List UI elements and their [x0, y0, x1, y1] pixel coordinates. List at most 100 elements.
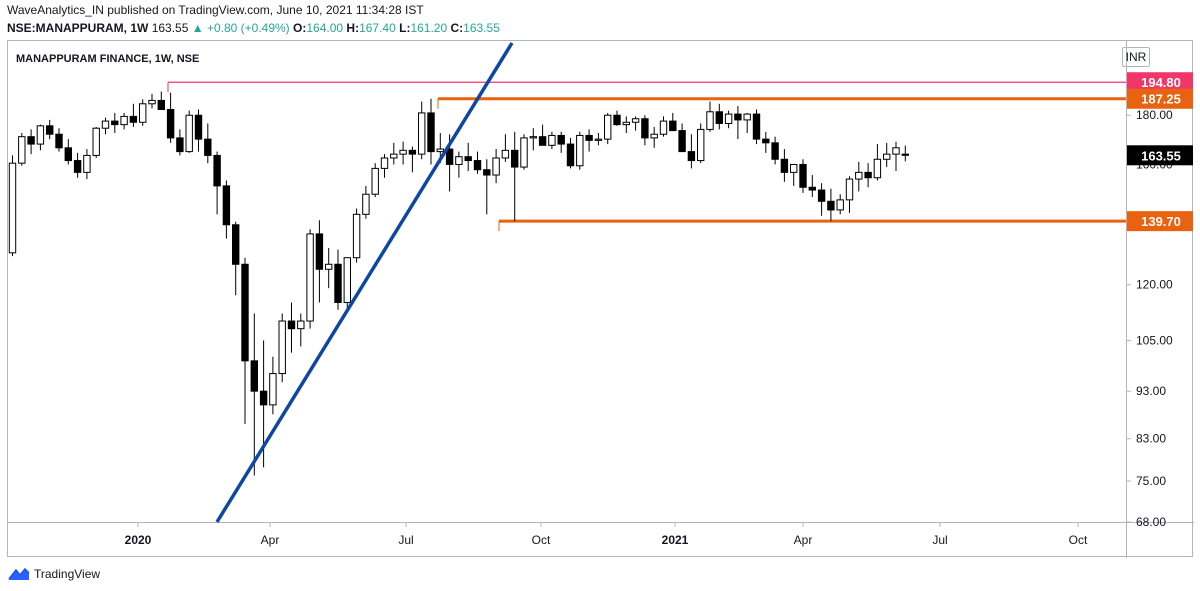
candle-body	[408, 149, 417, 155]
price-chart[interactable]: MANAPPURAM FINANCE, 1W, NSE 68.00 75.00 83.…	[8, 41, 1194, 558]
open-label: O:	[293, 21, 307, 35]
candle-body	[111, 120, 119, 126]
candle-body	[315, 233, 324, 270]
candle-body	[492, 157, 500, 176]
candle-body	[380, 157, 389, 169]
candle-body	[101, 120, 110, 129]
candle-body	[622, 121, 630, 126]
candle-body	[64, 147, 72, 162]
candle-body	[325, 263, 333, 270]
price-label: 187.25	[1141, 92, 1181, 107]
candle-body	[418, 112, 426, 155]
candle-body	[752, 113, 761, 140]
candle-body	[511, 149, 519, 168]
chart-title: MANAPPURAM FINANCE, 1W, NSE	[16, 53, 199, 65]
y-tick-label: 93.00	[1136, 384, 1166, 398]
price-label-bg	[1127, 211, 1193, 232]
y-tick-label: 68.00	[1136, 515, 1166, 529]
candle-body	[604, 114, 612, 140]
candle-body	[269, 373, 277, 406]
candle-body	[790, 163, 798, 173]
symbol-ohlc-bar: NSE:MANAPPURAM, 1W 163.55 ▲ +0.80 (+0.49…	[7, 21, 500, 35]
candle-body	[362, 193, 370, 215]
candle-body	[762, 138, 770, 144]
candle-body	[780, 158, 789, 173]
candle-body	[371, 167, 379, 195]
candle-body	[427, 112, 435, 153]
candle-body	[278, 320, 286, 375]
candle-body	[799, 163, 807, 188]
candle-body	[650, 133, 658, 139]
candle-body	[529, 136, 537, 139]
price-label-bg	[1127, 72, 1193, 93]
y-tick-label: 83.00	[1136, 432, 1166, 446]
low-label: L:	[399, 21, 411, 35]
low-value: 161.20	[410, 21, 448, 35]
candle-body	[445, 148, 454, 165]
candle-body	[46, 125, 54, 135]
candle-body	[157, 99, 166, 110]
candle-body	[390, 153, 398, 159]
high-label: H:	[346, 21, 360, 35]
candle-body	[613, 114, 621, 126]
candle-body	[808, 186, 816, 191]
candle-body	[241, 263, 249, 362]
candle-body	[250, 360, 259, 392]
candle-body	[706, 111, 714, 130]
candle-body	[213, 154, 221, 187]
x-tick-label: Jul	[398, 533, 413, 547]
candle-body	[483, 169, 491, 176]
candle-body	[166, 108, 175, 139]
candle-body	[343, 257, 352, 303]
candle-body	[222, 185, 231, 226]
candle-body	[855, 171, 863, 180]
trend-line	[215, 42, 514, 523]
candle-body	[594, 138, 603, 141]
candle-body	[697, 128, 705, 162]
publish-info: WaveAnalytics_IN published on TradingVie…	[7, 3, 424, 17]
candle-body	[436, 148, 445, 153]
candle-body	[455, 156, 463, 165]
price-label-bg	[1127, 88, 1193, 109]
chart-frame[interactable]: MANAPPURAM FINANCE, 1W, NSE 68.00 75.00 83.…	[7, 40, 1194, 558]
candle-body	[520, 137, 528, 168]
candle-body	[334, 263, 342, 303]
candle-body	[845, 178, 854, 201]
candle-body	[724, 113, 733, 124]
tradingview-brand[interactable]: TradingView	[34, 567, 101, 581]
candle-body	[232, 224, 240, 265]
candle-body	[883, 153, 891, 160]
candle-body	[27, 136, 35, 145]
y-tick-label: 120.00	[1136, 278, 1173, 292]
candle-body	[817, 189, 826, 202]
y-tick-label: 180.00	[1136, 108, 1173, 122]
candle-body	[641, 118, 649, 139]
candle-body	[287, 320, 296, 330]
price-label: 163.55	[1141, 148, 1181, 163]
candle-body	[548, 134, 556, 146]
candle-body	[659, 120, 668, 135]
price-change: ▲ +0.80 (+0.49%)	[191, 21, 290, 35]
footer: TradingView	[8, 567, 100, 581]
candle-body	[306, 233, 314, 322]
candle-body	[538, 136, 547, 146]
candle-body	[473, 160, 482, 171]
candle-body	[771, 142, 779, 160]
tradingview-logo-icon	[8, 567, 30, 580]
candle-body	[73, 160, 82, 173]
candle-body	[576, 134, 584, 167]
currency-button[interactable]: INR	[1122, 47, 1150, 67]
x-tick-label: 2021	[662, 533, 689, 547]
candle-body	[464, 156, 472, 162]
x-tick-label: Oct	[1069, 533, 1088, 547]
close-value: 163.55	[463, 21, 500, 35]
candle-body	[669, 120, 677, 132]
candle-body	[120, 115, 128, 126]
candle-body	[836, 199, 844, 211]
candle-body	[176, 137, 184, 153]
candle-body	[139, 103, 147, 123]
candle-body	[566, 143, 575, 167]
x-tick-label: Apr	[261, 533, 280, 547]
candle-body	[827, 200, 835, 211]
candle-body	[678, 130, 686, 153]
